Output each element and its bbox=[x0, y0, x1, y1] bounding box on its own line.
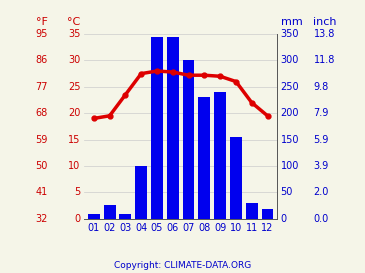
Text: Copyright: CLIMATE-DATA.ORG: Copyright: CLIMATE-DATA.ORG bbox=[114, 261, 251, 270]
Bar bbox=[262, 209, 273, 219]
Text: 20: 20 bbox=[68, 108, 81, 118]
Text: 30: 30 bbox=[69, 55, 81, 66]
Text: °C: °C bbox=[68, 17, 81, 27]
Text: 350: 350 bbox=[281, 29, 299, 39]
Text: 0: 0 bbox=[74, 213, 81, 224]
Bar bbox=[88, 214, 100, 219]
Bar bbox=[214, 92, 226, 219]
Text: 86: 86 bbox=[36, 55, 48, 66]
Text: 9.8: 9.8 bbox=[314, 82, 329, 92]
Text: 0: 0 bbox=[281, 213, 287, 224]
Text: 35: 35 bbox=[68, 29, 81, 39]
Text: 50: 50 bbox=[35, 161, 48, 171]
Text: °F: °F bbox=[36, 17, 48, 27]
Bar bbox=[119, 214, 131, 219]
Text: 2.0: 2.0 bbox=[314, 187, 329, 197]
Text: 10: 10 bbox=[69, 161, 81, 171]
Bar bbox=[104, 205, 116, 219]
Bar bbox=[230, 137, 242, 219]
Text: 300: 300 bbox=[281, 55, 299, 66]
Text: 50: 50 bbox=[281, 187, 293, 197]
Text: inch: inch bbox=[314, 17, 337, 27]
Text: 250: 250 bbox=[281, 82, 299, 92]
Text: 0.0: 0.0 bbox=[314, 213, 329, 224]
Text: 5: 5 bbox=[74, 187, 81, 197]
Text: 150: 150 bbox=[281, 135, 299, 144]
Text: 59: 59 bbox=[35, 135, 48, 144]
Text: mm: mm bbox=[281, 17, 302, 27]
Text: 68: 68 bbox=[36, 108, 48, 118]
Bar bbox=[182, 60, 195, 219]
Bar bbox=[246, 203, 258, 219]
Text: 11.8: 11.8 bbox=[314, 55, 335, 66]
Text: 200: 200 bbox=[281, 108, 299, 118]
Text: 95: 95 bbox=[35, 29, 48, 39]
Text: 77: 77 bbox=[35, 82, 48, 92]
Bar bbox=[151, 37, 163, 219]
Text: 13.8: 13.8 bbox=[314, 29, 335, 39]
Bar bbox=[135, 166, 147, 219]
Text: 5.9: 5.9 bbox=[314, 135, 329, 144]
Text: 100: 100 bbox=[281, 161, 299, 171]
Text: 32: 32 bbox=[35, 213, 48, 224]
Text: 41: 41 bbox=[36, 187, 48, 197]
Text: 25: 25 bbox=[68, 82, 81, 92]
Bar bbox=[167, 37, 179, 219]
Bar bbox=[199, 97, 210, 219]
Text: 3.9: 3.9 bbox=[314, 161, 329, 171]
Text: 15: 15 bbox=[68, 135, 81, 144]
Text: 7.9: 7.9 bbox=[314, 108, 329, 118]
